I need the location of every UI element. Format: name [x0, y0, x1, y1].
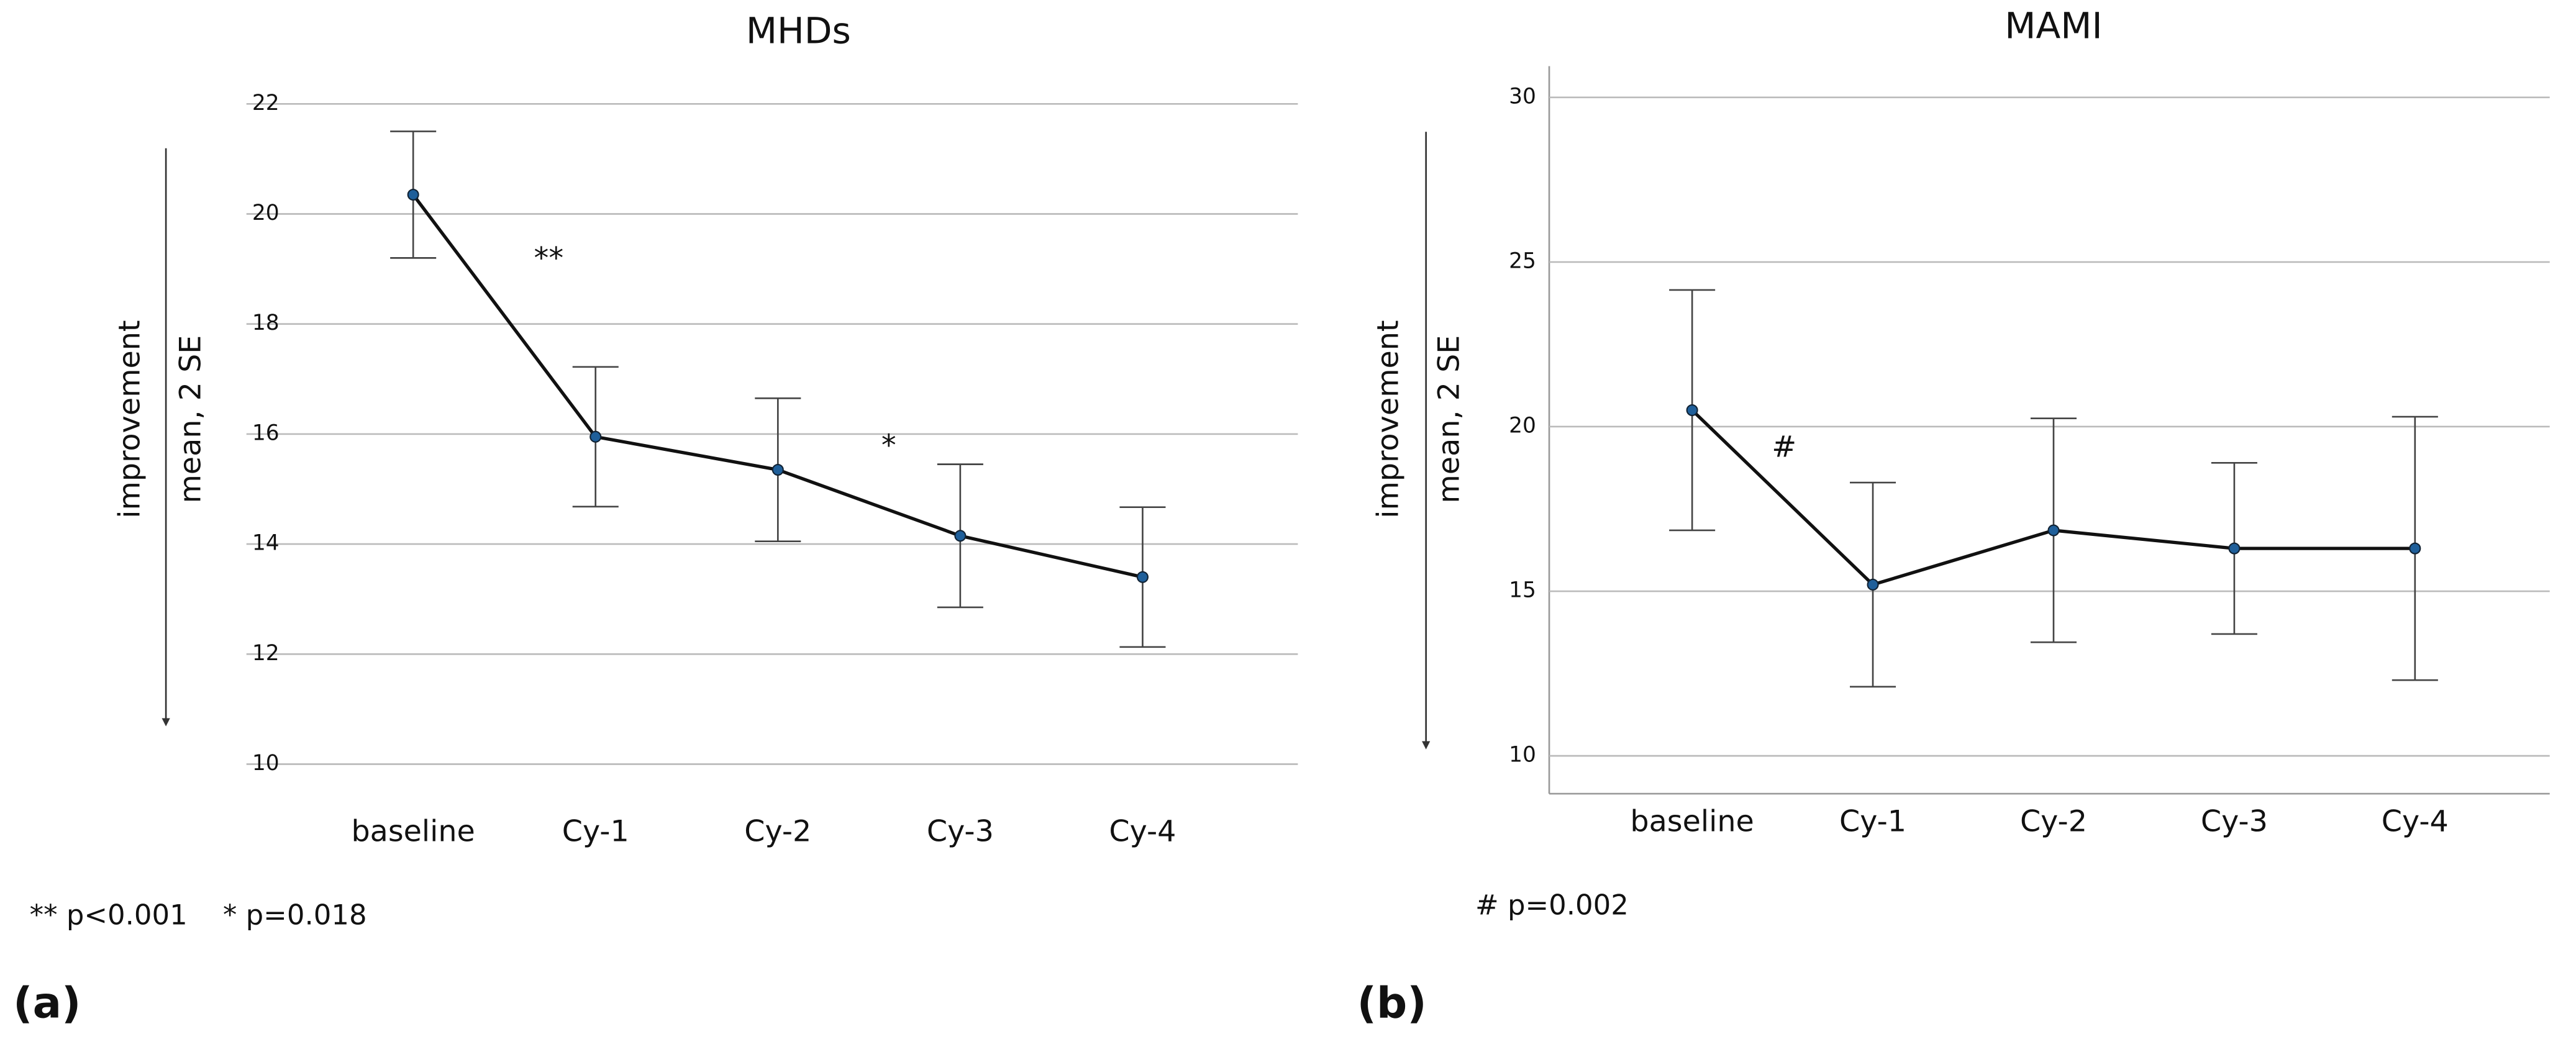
x-tick-label: Cy-3: [2201, 805, 2268, 839]
panel-label: (b): [1357, 978, 1427, 1028]
chart-title: MAMI: [2005, 5, 2102, 47]
y-tick-label: 12: [252, 641, 280, 666]
mean-point: [407, 188, 419, 201]
y-tick-label: 16: [252, 420, 280, 445]
y-tick-label: 30: [1509, 84, 1536, 109]
mean-point: [1867, 578, 1879, 591]
y-tick-label: 20: [252, 201, 280, 225]
footnote: # p=0.002: [1475, 889, 1629, 922]
y-tick-label: 15: [1509, 578, 1536, 603]
x-tick-label: baseline: [351, 815, 475, 849]
chart-title: MHDs: [746, 10, 851, 52]
x-tick-label: Cy-2: [744, 815, 811, 849]
x-tick-label: Cy-4: [1109, 815, 1176, 849]
x-tick-label: Cy-2: [2020, 805, 2087, 839]
significance-marker: **: [534, 242, 564, 276]
mean-point: [2047, 524, 2060, 537]
mean-point: [1686, 404, 1698, 416]
mean-point: [2409, 542, 2421, 555]
direction-arrowhead: [1422, 741, 1431, 750]
y-tick-label: 10: [1509, 743, 1536, 768]
x-tick-label: Cy-1: [562, 815, 629, 849]
direction-arrowhead: [162, 718, 170, 727]
mean-point: [589, 430, 602, 443]
panel-label: (a): [13, 978, 81, 1028]
direction-label: improvement: [1371, 320, 1405, 518]
x-tick-label: Cy-3: [927, 815, 994, 849]
chart-panel: MHDs 10 12 14 16 18 20 22 mean, 2 SE improvement b…: [13, 10, 1298, 1028]
mean-point: [2228, 542, 2241, 555]
y-axis-label: mean, 2 SE: [1432, 335, 1466, 504]
y-tick-label: 22: [252, 91, 280, 116]
y-tick-label: 14: [252, 531, 280, 556]
significance-marker: #: [1772, 430, 1796, 465]
y-tick-label: 20: [1509, 413, 1536, 438]
mean-point: [771, 463, 784, 476]
y-tick-label: 18: [252, 311, 280, 335]
x-tick-label: Cy-1: [1839, 805, 1906, 839]
mean-point: [954, 530, 967, 542]
y-tick-label: 25: [1509, 248, 1536, 273]
y-axis-label: mean, 2 SE: [173, 335, 207, 504]
chart-panel: MAMI 10 15 20 25 30 mean, 2 SE improvement basel…: [1357, 5, 2550, 1028]
y-tick-label: 10: [252, 751, 280, 776]
x-tick-label: baseline: [1630, 805, 1754, 839]
x-tick-label: Cy-4: [2382, 805, 2449, 839]
significance-marker: *: [881, 429, 896, 463]
mean-point: [1136, 571, 1149, 583]
footnote: ** p<0.001 * p=0.018: [30, 898, 367, 931]
direction-label: improvement: [113, 320, 147, 518]
